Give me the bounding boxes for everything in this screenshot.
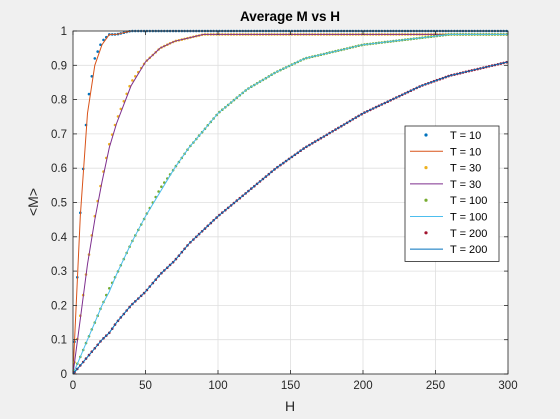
x-tick-label: 300 [498, 380, 517, 392]
y-tick-label: 0.8 [51, 95, 67, 107]
x-tick-label: 200 [353, 380, 372, 392]
x-tick-label: 100 [208, 380, 227, 392]
x-tick-label: 0 [70, 380, 76, 392]
y-tick-label: 0.1 [51, 335, 67, 347]
legend-label: T = 200 [450, 228, 487, 240]
legend-label: T = 10 [450, 130, 481, 142]
y-tick-label: 0.5 [51, 198, 67, 210]
y-tick-label: 0.4 [51, 232, 68, 244]
data-point [94, 57, 97, 60]
legend: T = 10 T = 10 T = 30 T = 30 T = 100 T = 100 T … [405, 126, 499, 261]
legend-label: T = 30 [450, 179, 481, 191]
y-tick-label: 0.6 [51, 163, 67, 175]
y-axis-label: <M> [25, 188, 41, 216]
y-tick-label: 0.7 [51, 129, 67, 141]
legend-dot-swatch [424, 133, 427, 136]
legend-label: T = 200 [450, 244, 487, 256]
y-tick-label: 0.3 [51, 266, 67, 278]
legend-dot-swatch [424, 231, 427, 234]
legend-label: T = 30 [450, 163, 481, 175]
x-tick-label: 150 [281, 380, 300, 392]
y-tick-label: 0 [61, 369, 67, 381]
legend-label: T = 100 [450, 195, 487, 207]
x-axis-label: H [285, 398, 295, 414]
legend-dot-swatch [424, 199, 427, 202]
x-tick-label: 250 [426, 380, 445, 392]
y-tick-label: 1 [61, 26, 67, 38]
chart-title: Average M vs H [240, 9, 340, 24]
y-tick-label: 0.2 [51, 300, 67, 312]
data-point [96, 50, 99, 53]
y-tick-label: 0.9 [51, 60, 67, 72]
legend-label: T = 100 [450, 212, 487, 224]
x-tick-label: 50 [139, 380, 152, 392]
legend-label: T = 10 [450, 146, 481, 158]
legend-dot-swatch [424, 166, 427, 169]
